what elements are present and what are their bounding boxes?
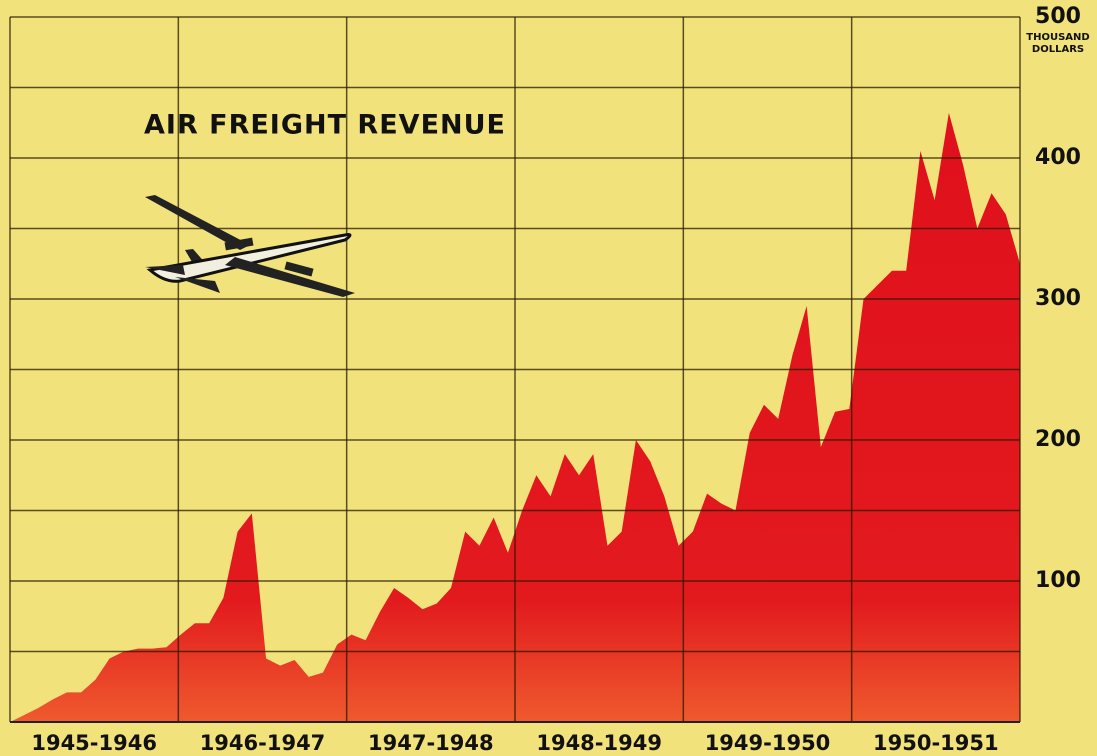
chart-title: AIR FREIGHT REVENUE bbox=[144, 110, 506, 141]
x-tick-label: 1950-1951 bbox=[873, 731, 999, 755]
chart: 100 200 300 400 500 1945-1946 1946-1947 1947-19… bbox=[0, 0, 1097, 756]
y-axis-label: DOLLARS bbox=[1032, 44, 1084, 55]
x-tick-label: 1948-1949 bbox=[536, 731, 662, 755]
y-tick-label: 200 bbox=[1035, 427, 1081, 452]
y-tick-label: 100 bbox=[1035, 568, 1081, 593]
y-tick-label: 500 bbox=[1035, 4, 1081, 29]
x-tick-label: 1945-1946 bbox=[31, 731, 157, 755]
x-tick-label: 1947-1948 bbox=[368, 731, 494, 755]
y-tick-label: 400 bbox=[1035, 145, 1081, 170]
airplane bbox=[145, 195, 355, 297]
x-tick-label: 1946-1947 bbox=[200, 731, 326, 755]
y-tick-label: 300 bbox=[1035, 286, 1081, 311]
x-tick-label: 1949-1950 bbox=[705, 731, 831, 755]
y-axis-label: THOUSAND bbox=[1026, 32, 1089, 43]
